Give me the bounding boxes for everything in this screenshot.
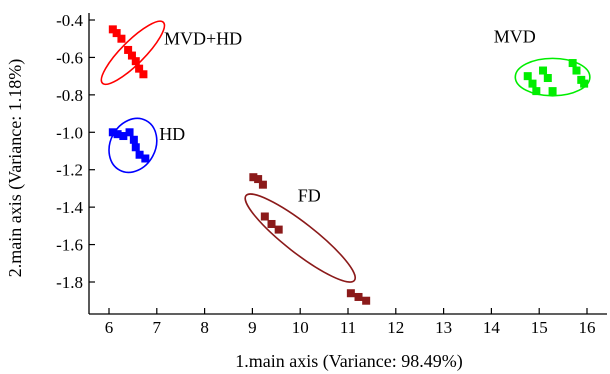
- y-tick-label: -1.0: [56, 123, 83, 142]
- data-point: [141, 154, 150, 163]
- data-point: [131, 57, 140, 66]
- cluster-label: MVD+HD: [164, 28, 242, 48]
- cluster-ellipse: [100, 20, 166, 86]
- x-tick-label: 14: [483, 318, 501, 337]
- data-point: [346, 289, 355, 298]
- y-tick-label: -1.6: [56, 236, 83, 255]
- y-tick-label: -1.2: [56, 161, 83, 180]
- data-point: [548, 87, 557, 96]
- data-point: [258, 180, 267, 189]
- x-tick-label: 12: [387, 318, 404, 337]
- x-tick-label: 11: [340, 318, 356, 337]
- data-point: [532, 87, 541, 96]
- x-tick-label: 16: [579, 318, 596, 337]
- data-point: [135, 150, 144, 159]
- x-axis-title: 1.main axis (Variance: 98.49%): [235, 351, 462, 372]
- data-point: [125, 128, 134, 137]
- data-point: [108, 128, 117, 137]
- y-axis-title: 2.main axis (Variance: 1.18%): [5, 59, 26, 277]
- x-tick-label: 10: [292, 318, 309, 337]
- series-mvd: [514, 57, 591, 97]
- x-axis-ticks: 6 7 8 9 10 11 12 13 14 15 16: [105, 308, 596, 337]
- data-point: [260, 212, 269, 221]
- x-tick-label: 9: [248, 318, 257, 337]
- cluster-label: FD: [298, 186, 321, 206]
- cluster-label: MVD: [494, 26, 536, 46]
- data-point: [267, 219, 276, 228]
- cluster-ellipse: [514, 57, 591, 97]
- data-point: [362, 296, 371, 305]
- data-point: [580, 79, 589, 88]
- plot-area: MVD+HD HD FD MVD: [100, 20, 591, 305]
- y-tick-label: -0.8: [56, 86, 83, 105]
- x-tick-label: 13: [435, 318, 452, 337]
- data-point: [131, 143, 140, 152]
- data-point: [523, 72, 532, 81]
- data-point: [274, 225, 283, 234]
- data-point: [572, 66, 581, 75]
- data-point: [112, 29, 121, 38]
- data-point: [539, 66, 548, 75]
- data-point: [113, 130, 122, 139]
- data-point: [568, 59, 577, 68]
- data-point: [129, 135, 138, 144]
- data-point: [249, 173, 258, 182]
- data-point: [119, 132, 128, 141]
- y-tick-label: -0.6: [56, 48, 83, 67]
- data-point: [528, 79, 537, 88]
- series-fd: [244, 173, 371, 305]
- y-tick-label: -1.4: [56, 198, 83, 217]
- data-point: [139, 70, 148, 79]
- x-tick-label: 8: [200, 318, 209, 337]
- data-point: [135, 64, 144, 73]
- y-axis-ticks: -0.4 -0.6 -0.8 -1.0 -1.2 -1.4 -1.6 -1.8: [56, 11, 95, 292]
- data-point: [254, 175, 263, 184]
- series-mvd-hd: [100, 20, 166, 86]
- x-tick-label: 7: [153, 318, 162, 337]
- data-point: [354, 292, 363, 301]
- cluster-ellipse: [244, 193, 356, 283]
- data-point: [543, 74, 552, 83]
- data-point: [127, 51, 136, 60]
- cluster-label: HD: [159, 124, 185, 144]
- x-tick-label: 6: [105, 318, 114, 337]
- data-point: [124, 45, 133, 54]
- data-point: [117, 34, 126, 43]
- series-hd: [108, 117, 158, 174]
- y-tick-label: -1.8: [56, 273, 83, 292]
- x-tick-label: 15: [531, 318, 548, 337]
- y-tick-label: -0.4: [56, 11, 83, 30]
